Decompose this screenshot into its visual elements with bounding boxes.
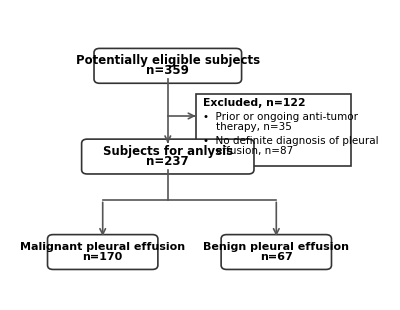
FancyBboxPatch shape	[221, 235, 332, 269]
Text: Malignant pleural effusion: Malignant pleural effusion	[20, 242, 185, 252]
Text: n=359: n=359	[146, 64, 189, 77]
Text: Benign pleural effusion: Benign pleural effusion	[203, 242, 349, 252]
Text: n=170: n=170	[82, 252, 123, 262]
Text: Subjects for anlysis: Subjects for anlysis	[103, 145, 233, 158]
FancyBboxPatch shape	[94, 48, 242, 83]
FancyBboxPatch shape	[196, 95, 351, 166]
Text: effusion, n=87: effusion, n=87	[204, 146, 294, 156]
Text: •  No definite diagnosis of pleural: • No definite diagnosis of pleural	[204, 136, 379, 146]
Text: therapy, n=35: therapy, n=35	[204, 122, 292, 132]
Text: •  Prior or ongoing anti-tumor: • Prior or ongoing anti-tumor	[204, 112, 358, 122]
Text: Excluded, n=122: Excluded, n=122	[204, 98, 306, 108]
Text: n=237: n=237	[146, 155, 189, 168]
Text: n=67: n=67	[260, 252, 293, 262]
FancyBboxPatch shape	[48, 235, 158, 269]
Text: Potentially eligible subjects: Potentially eligible subjects	[76, 54, 260, 67]
FancyBboxPatch shape	[82, 139, 254, 174]
